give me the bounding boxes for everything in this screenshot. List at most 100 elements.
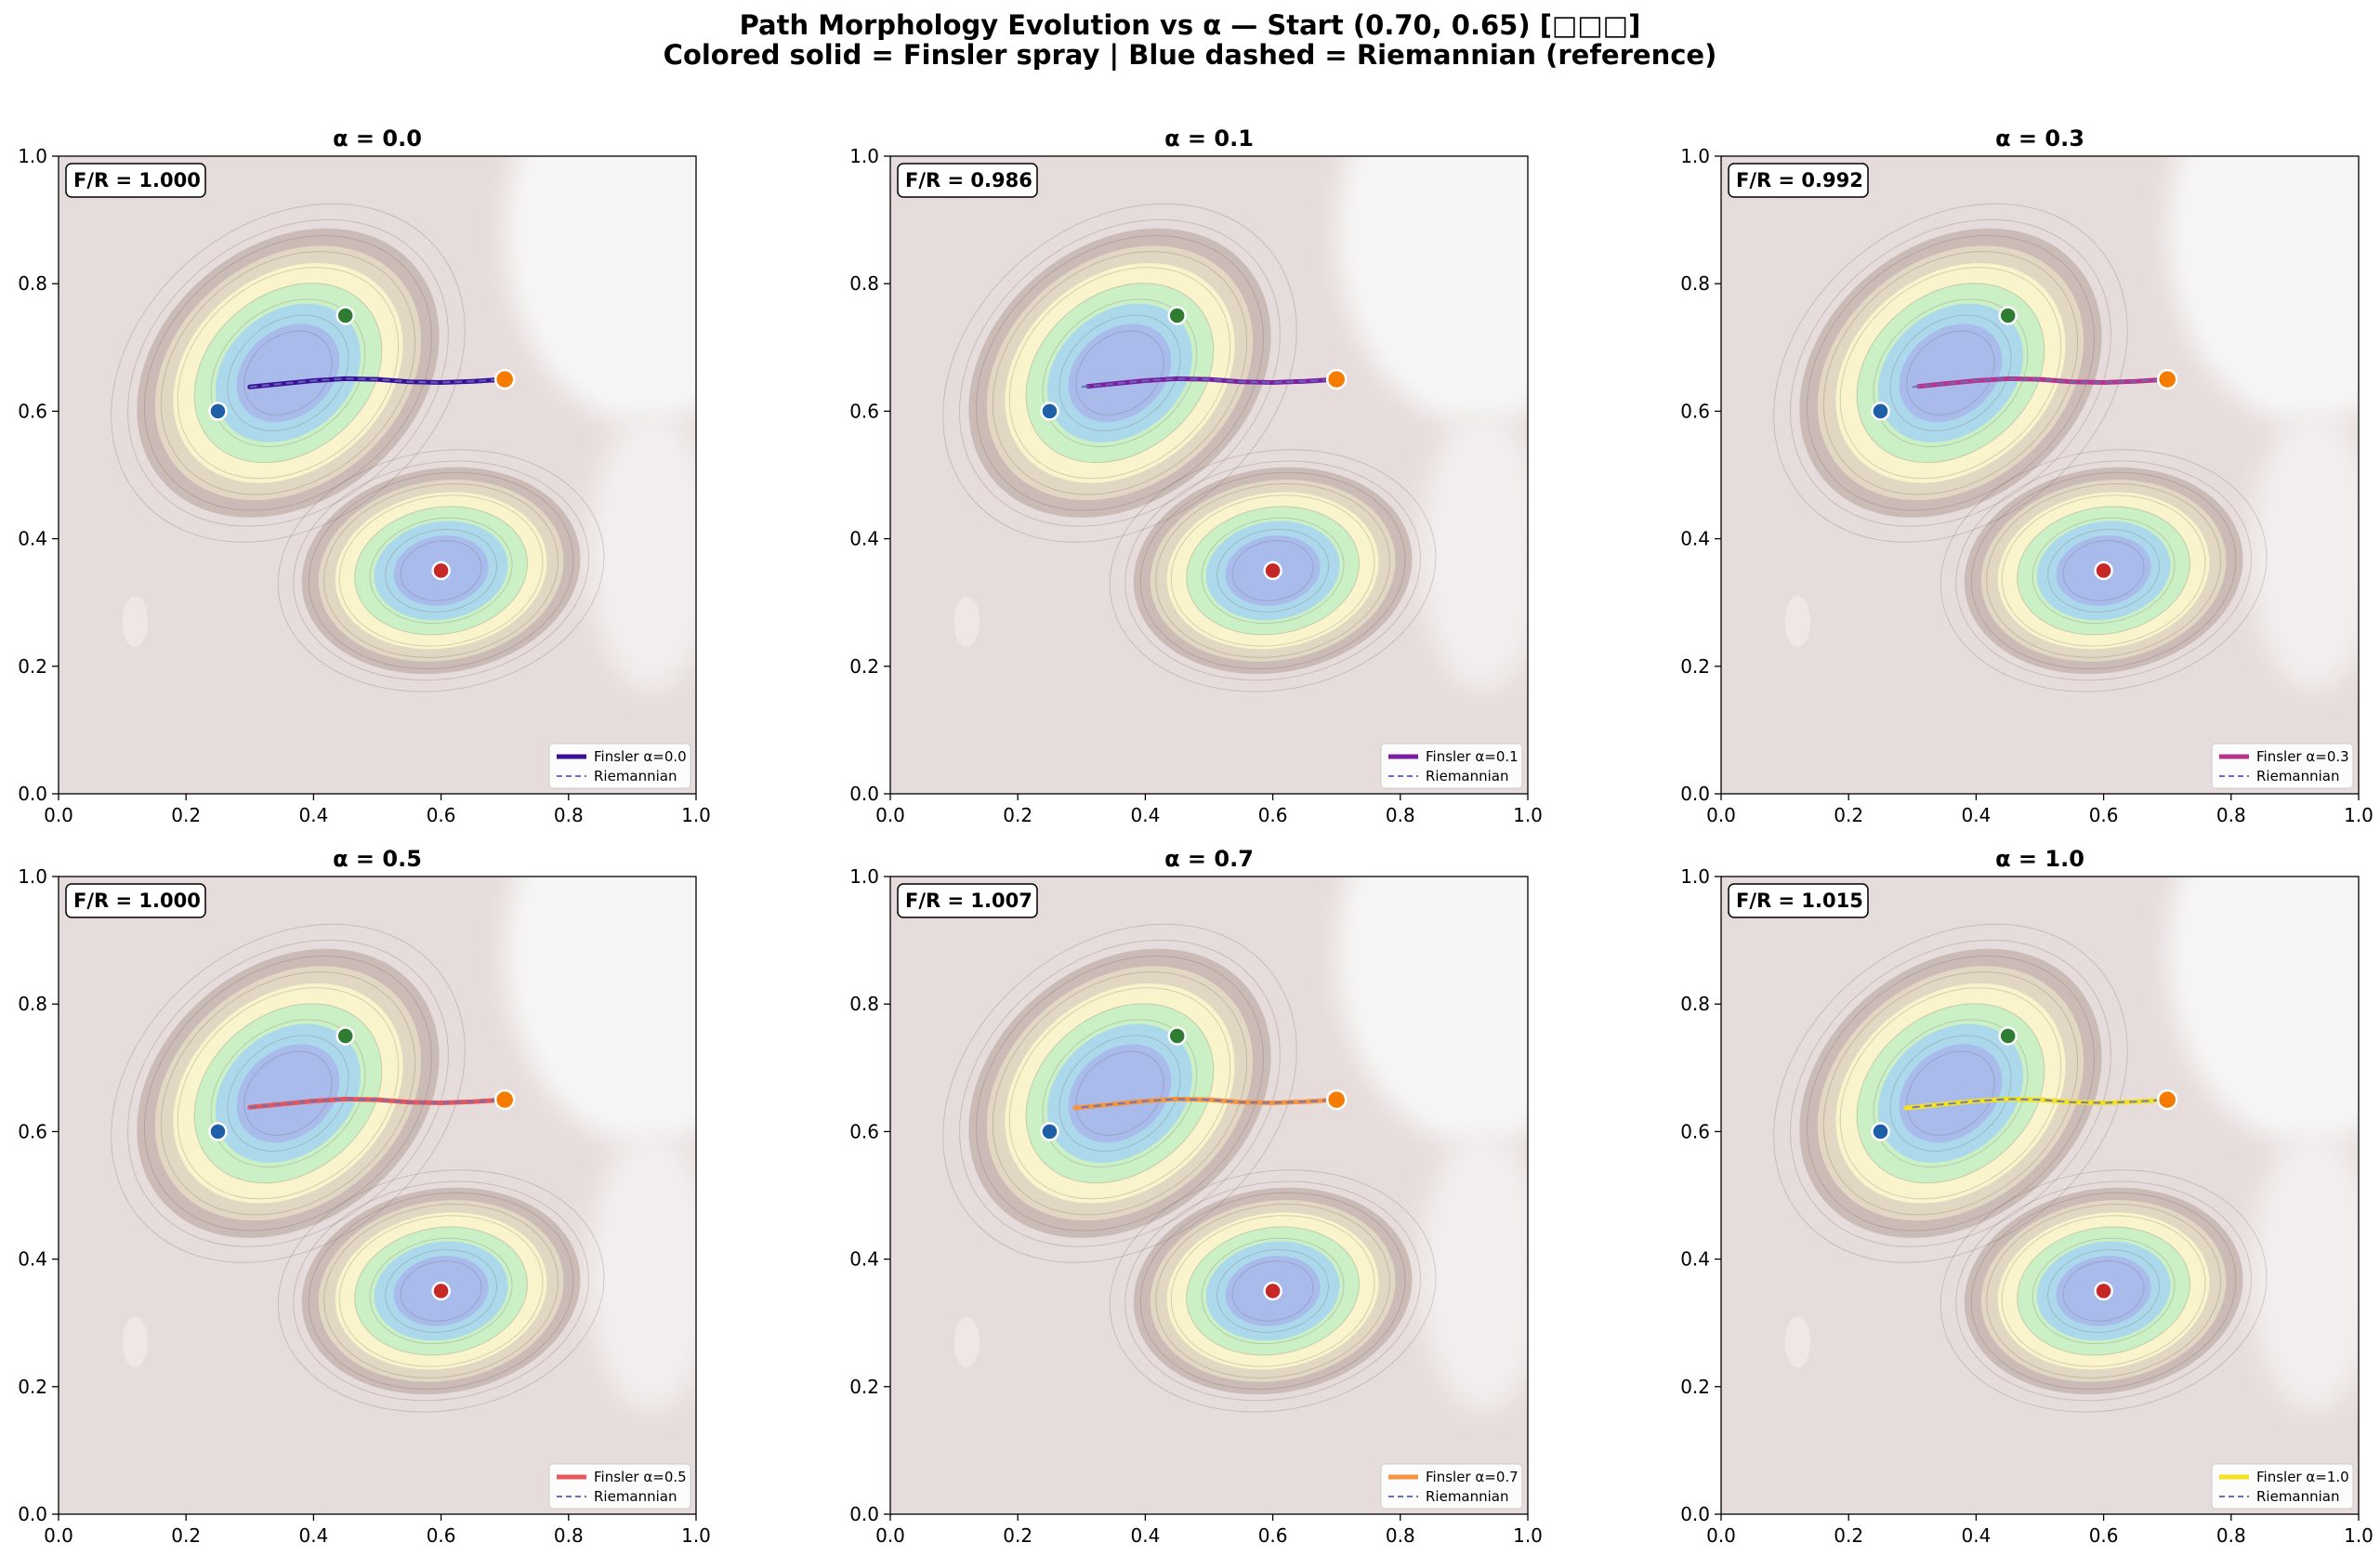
field-small-hill	[953, 596, 980, 648]
contour-line	[959, 939, 1281, 1247]
riemannian-path	[249, 377, 506, 389]
contour-line	[354, 1226, 529, 1356]
potential-field	[890, 156, 1528, 794]
basin-1-level-6	[1899, 1044, 2003, 1143]
y-tick-label: 0.0	[18, 783, 47, 805]
x-tick-label: 0.8	[554, 804, 584, 826]
y-tick-label: 1.0	[1680, 865, 1710, 888]
contour-line	[1008, 987, 1231, 1200]
contour-line	[369, 1237, 513, 1345]
riemannian-path	[1081, 377, 1337, 389]
subplot-6: 0.00.0 0.2 0.2 0.4 0.4 0.6 0.6 0.8 0.8 1.0 1.0 α = …	[1680, 846, 2373, 1547]
contour-line	[1986, 1203, 2221, 1378]
marker-start	[493, 368, 516, 390]
x-tick-label: 0.8	[2216, 804, 2246, 826]
x-tick-label: 1.0	[2344, 1524, 2373, 1547]
x-tick-label: 0.6	[1258, 804, 1288, 826]
contour-line	[1790, 939, 2111, 1247]
potential-field	[59, 877, 696, 1514]
contour-line	[1773, 203, 2128, 543]
legend: Finsler α=0.0 Riemannian	[548, 743, 691, 789]
contour-line	[385, 528, 498, 613]
contour-line	[143, 234, 432, 511]
legend: Finsler α=0.3 Riemannian	[2211, 743, 2354, 789]
y-tick-label: 0.0	[1680, 783, 1710, 805]
contour-line	[1170, 494, 1375, 647]
x-tick-label: 0.0	[875, 804, 905, 826]
legend: Finsler α=1.0 Riemannian	[2211, 1463, 2354, 1510]
legend-riemannian-label: Riemannian	[2256, 768, 2340, 785]
annotation-text: F/R = 1.000	[73, 169, 201, 191]
contour-line	[1856, 283, 2045, 464]
legend-riemannian-label: Riemannian	[1426, 1488, 1509, 1505]
legend: Finsler α=0.7 Riemannian	[1380, 1463, 1523, 1510]
x-tick-label: 0.4	[298, 1524, 328, 1547]
x-tick-label: 0.0	[875, 1524, 905, 1547]
x-tick-label: 1.0	[681, 804, 711, 826]
marker-well-blue	[208, 402, 228, 421]
contour-line	[143, 955, 432, 1232]
riemannian-path	[249, 1098, 506, 1109]
y-tick-label: 0.6	[1680, 1120, 1710, 1142]
contour-line	[1970, 1192, 2237, 1391]
contour-line	[1856, 1003, 2045, 1184]
contour-line	[1170, 1215, 1375, 1367]
legend-riemannian-label: Riemannian	[594, 1488, 677, 1505]
contour-line	[400, 540, 482, 601]
subplot-4: 0.00.0 0.2 0.2 0.4 0.4 0.6 0.6 0.8 0.8 1.0 1.0 α = …	[18, 846, 711, 1547]
x-tick-label: 0.8	[1386, 804, 1415, 826]
annotation-text: F/R = 1.000	[73, 890, 201, 912]
marker-well-green	[1998, 1026, 2018, 1046]
contour-line	[1124, 460, 1421, 681]
contour-line	[323, 1203, 559, 1378]
x-tick-label: 0.8	[554, 1524, 584, 1547]
x-tick-label: 0.2	[171, 804, 201, 826]
marker-well-blue	[1871, 402, 1890, 421]
contour-line	[1940, 449, 2268, 692]
annotation-text: F/R = 1.007	[905, 890, 1032, 912]
y-tick-label: 0.6	[1680, 400, 1710, 422]
contour-line	[369, 517, 513, 625]
subplot-1: 0.00.0 0.2 0.2 0.4 0.4 0.6 0.6 0.8 0.8 1.0 1.0 α = …	[18, 125, 711, 826]
ratio-annotation: F/R = 1.007	[897, 883, 1038, 918]
contour-line	[1216, 1248, 1330, 1333]
field-small-hill	[122, 596, 149, 648]
contour-line	[193, 1003, 383, 1184]
y-tick-label: 1.0	[849, 865, 879, 888]
contour-line	[1025, 1003, 1215, 1184]
contour-line	[1008, 267, 1231, 480]
x-tick-label: 0.6	[427, 1524, 456, 1547]
marker-start	[2156, 1088, 2178, 1111]
marker-well-red	[431, 560, 451, 581]
y-tick-label: 0.4	[1680, 528, 1710, 550]
contour-line	[308, 471, 574, 670]
contour-line	[1889, 314, 2012, 431]
legend-finsler-label: Finsler α=0.3	[2256, 748, 2349, 765]
riemannian-path	[1081, 1098, 1337, 1109]
contour-line	[1955, 460, 2252, 681]
x-tick-label: 0.6	[2089, 804, 2119, 826]
basin-1-level-6	[236, 323, 340, 423]
y-tick-label: 0.0	[18, 1503, 47, 1525]
potential-field	[1721, 156, 2359, 794]
contour-line	[338, 494, 544, 647]
figure-subtitle: Colored solid = Finsler spray | Blue das…	[663, 39, 1717, 71]
contour-line	[1906, 1050, 1995, 1136]
legend-finsler-label: Finsler α=0.7	[1426, 1469, 1519, 1485]
y-tick-label: 0.0	[849, 783, 879, 805]
contour-line	[992, 251, 1248, 495]
y-tick-label: 0.6	[849, 400, 879, 422]
field-light-corner	[1336, 156, 1528, 425]
contour-line	[177, 267, 400, 480]
contour-line	[1155, 1203, 1390, 1378]
y-tick-label: 0.4	[18, 528, 47, 550]
y-tick-label: 0.4	[18, 1248, 47, 1271]
field-light-right	[2250, 411, 2359, 692]
field-light-corner	[2167, 877, 2359, 1145]
annotation-box	[1728, 883, 1869, 918]
contour-line	[2017, 506, 2191, 636]
contour-line	[1124, 1180, 1421, 1402]
ratio-annotation: F/R = 1.015	[1728, 883, 1869, 918]
ratio-annotation: F/R = 1.000	[65, 883, 206, 918]
contour-line	[1986, 482, 2221, 658]
